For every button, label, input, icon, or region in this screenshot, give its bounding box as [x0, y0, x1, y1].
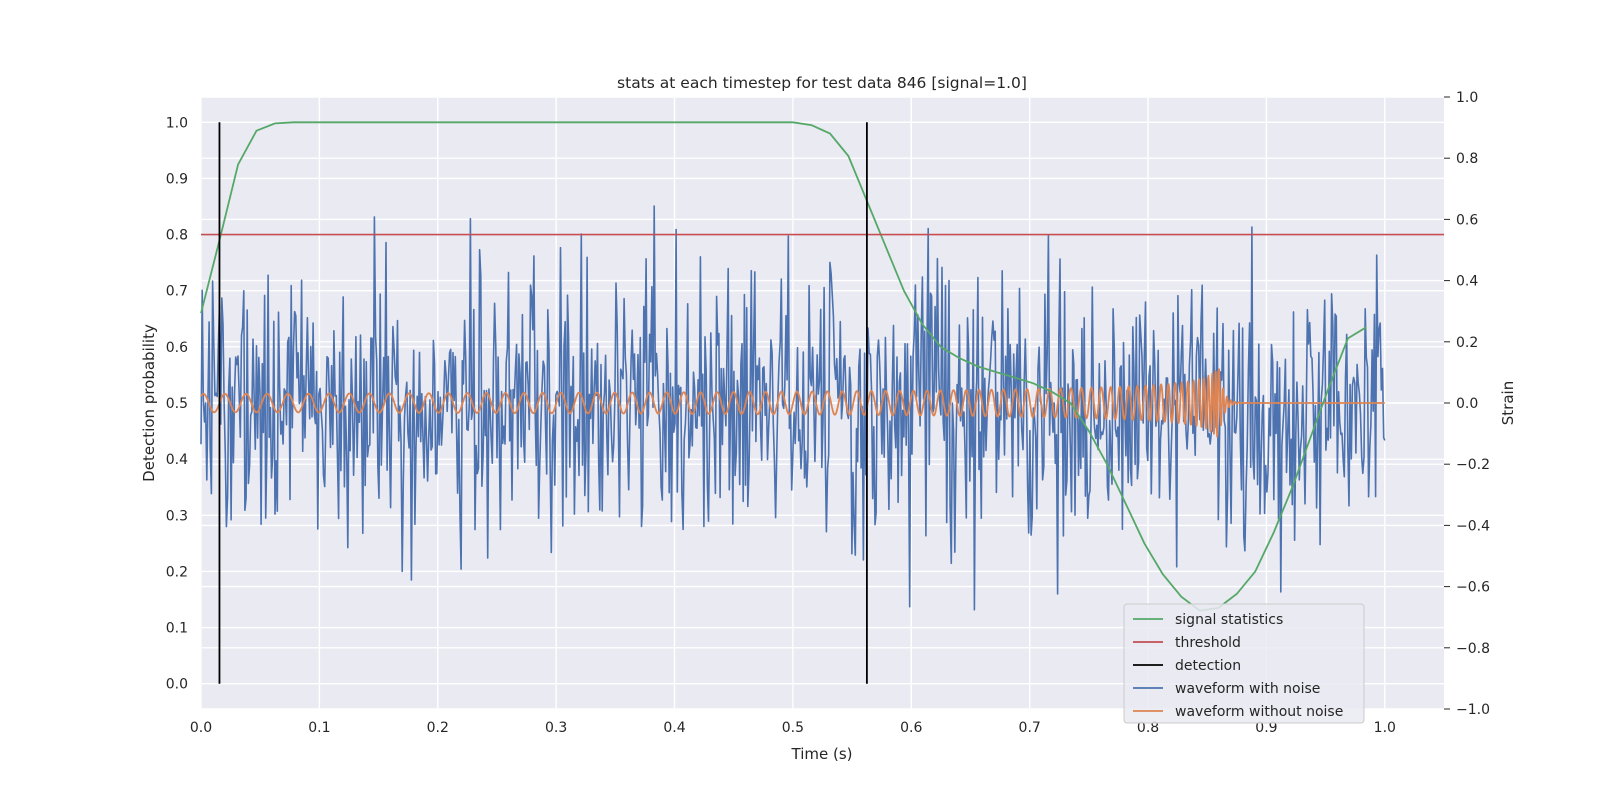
legend-box — [1123, 603, 1365, 724]
y-left-tick-label: 0.8 — [166, 228, 188, 244]
x-tick-label: 0.1 — [308, 720, 330, 736]
legend-label: waveform with noise — [1175, 681, 1320, 697]
chart-title: stats at each timestep for test data 846… — [617, 74, 1027, 92]
x-tick-label: 0.4 — [663, 720, 685, 736]
y-right-tick-label: 1.0 — [1456, 90, 1478, 106]
y-right-tick-label: 0.6 — [1456, 212, 1478, 228]
legend-label: waveform without noise — [1175, 704, 1343, 720]
y-left-tick-label: 0.2 — [166, 564, 188, 580]
y-right-tick-label: −0.6 — [1456, 580, 1490, 596]
y-right-tick-label: 0.0 — [1456, 396, 1478, 412]
legend-label: signal statistics — [1175, 612, 1283, 628]
x-tick-label: 1.0 — [1374, 720, 1396, 736]
y-right-tick-label: 0.4 — [1456, 274, 1478, 290]
y-left-tick-label: 1.0 — [166, 115, 188, 131]
y-right-tick-label: −1.0 — [1456, 702, 1490, 718]
y-right-tick-label: −0.2 — [1456, 457, 1490, 473]
legend-label: threshold — [1175, 635, 1241, 651]
x-axis-title: Time (s) — [791, 745, 853, 763]
waveform-with-noise-line — [200, 205, 1386, 611]
y-left-tick-label: 0.7 — [166, 284, 188, 300]
y-left-tick-label: 0.3 — [166, 508, 188, 524]
x-tick-label: 0.0 — [190, 720, 212, 736]
x-tick-label: 0.2 — [427, 720, 449, 736]
ticks: 0.0 0.1 0.2 0.3 0.4 0.5 0.6 0.7 0.8 0.9 1.0 0.0 0.1 0… — [166, 90, 1490, 736]
y-axis-left-title: Detection probability — [140, 324, 158, 482]
x-tick-label: 0.3 — [545, 720, 567, 736]
y-left-tick-label: 0.4 — [166, 452, 188, 468]
y-right-tick-label: −0.8 — [1456, 641, 1490, 657]
y-right-tick-label: −0.4 — [1456, 518, 1490, 534]
legend-items: signal statistics threshold detection wavef… — [1133, 612, 1343, 720]
legend: signal statistics threshold detection wavef… — [1123, 603, 1365, 724]
y-left-tick-label: 0.1 — [166, 621, 188, 637]
x-tick-label: 0.6 — [900, 720, 922, 736]
y-left-tick-label: 0.6 — [166, 340, 188, 356]
y-left-tick-label: 0.5 — [166, 396, 188, 412]
x-tick-label: 0.5 — [782, 720, 804, 736]
legend-label: detection — [1175, 658, 1241, 674]
x-tick-label: 0.9 — [1255, 720, 1277, 736]
y-right-tick-label: 0.8 — [1456, 151, 1478, 167]
y-left-tick-label: 0.9 — [166, 171, 188, 187]
y-left-tick-label: 0.0 — [166, 677, 188, 693]
x-tick-label: 0.7 — [1019, 720, 1041, 736]
y-right-tick-label: 0.2 — [1456, 335, 1478, 351]
y-axis-right-title: Strain — [1499, 381, 1517, 425]
waveform-without-noise-line — [200, 368, 1386, 438]
x-tick-label: 0.8 — [1137, 720, 1159, 736]
